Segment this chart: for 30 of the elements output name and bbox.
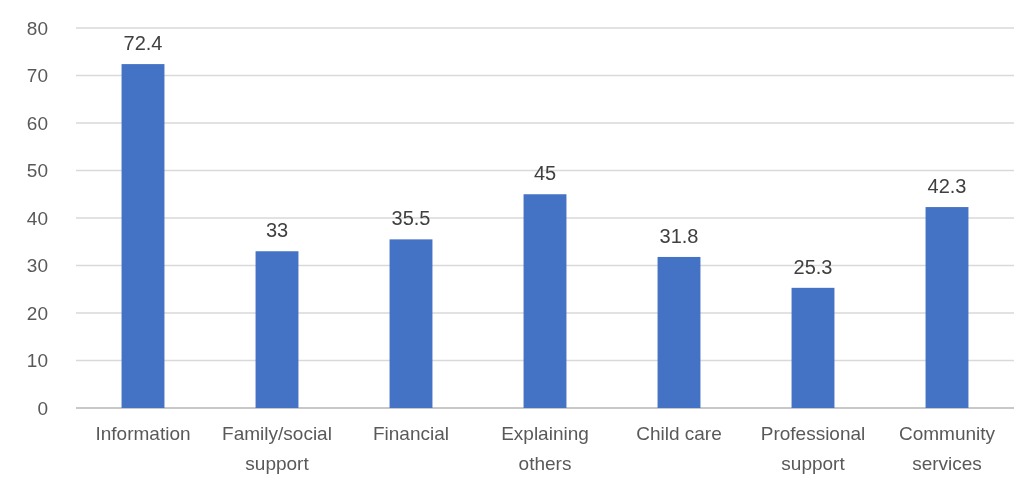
y-tick-label: 30 — [26, 255, 48, 277]
y-tick-label: 20 — [26, 302, 48, 324]
bar — [121, 64, 165, 408]
x-tick-label: Explaining others — [501, 423, 589, 474]
y-tick-label: 60 — [26, 112, 48, 134]
y-tick-label: 80 — [26, 17, 48, 39]
y-tick-label: 40 — [26, 207, 48, 229]
data-label: 31.8 — [659, 224, 699, 247]
data-label: 72.4 — [123, 32, 163, 55]
data-label: 42.3 — [927, 175, 967, 198]
bar — [389, 239, 433, 408]
data-label: 33 — [265, 219, 289, 242]
x-tick-label: Financial — [372, 423, 450, 444]
x-tick-label: Professional support — [760, 423, 866, 474]
data-label: 25.3 — [793, 255, 833, 278]
x-tick-label: Information — [95, 423, 191, 444]
x-tick-label: Community services — [898, 423, 996, 474]
bar — [791, 287, 835, 408]
y-tick-label: 70 — [26, 65, 48, 87]
y-tick-label: 0 — [37, 397, 48, 419]
data-label: 35.5 — [391, 207, 431, 230]
data-label: 45 — [533, 162, 557, 185]
x-tick-label: Child care — [636, 423, 722, 444]
y-tick-label: 10 — [26, 350, 48, 372]
bar — [925, 207, 969, 408]
y-tick-label: 50 — [26, 160, 48, 182]
bar — [523, 194, 567, 408]
bar — [657, 256, 701, 408]
x-tick-label: Family/social support — [222, 423, 332, 474]
bar — [255, 251, 299, 408]
